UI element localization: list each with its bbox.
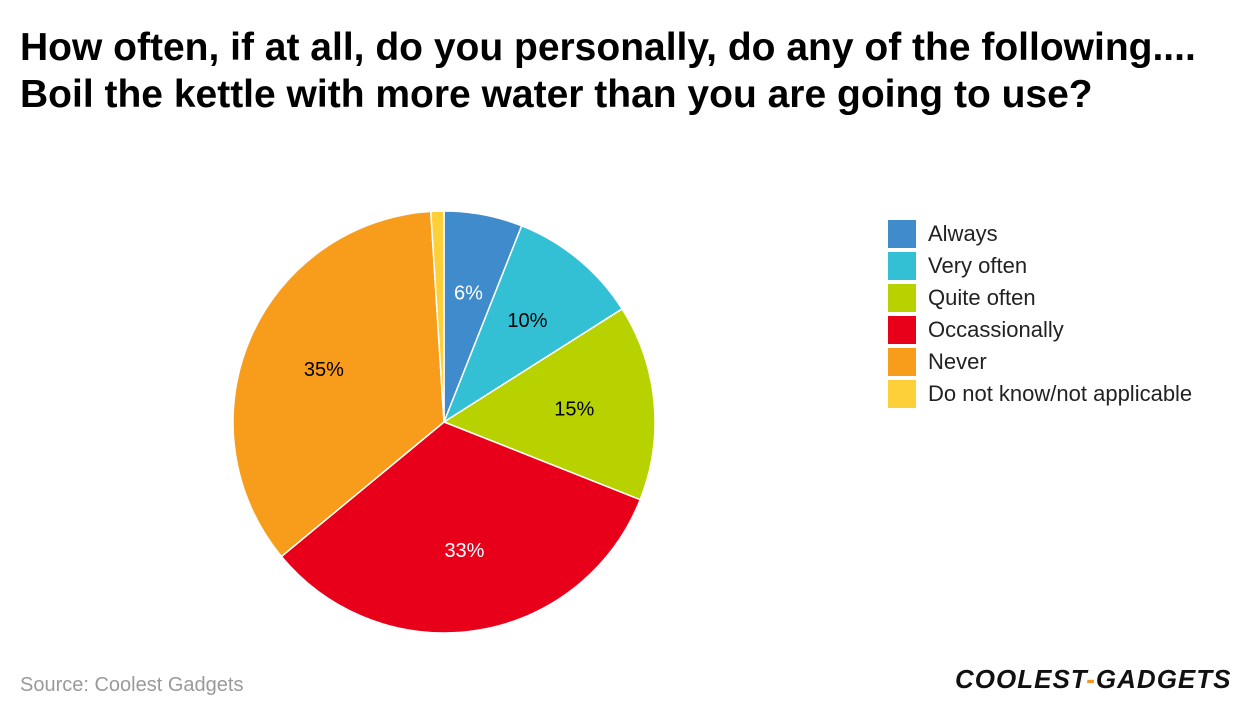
legend-swatch xyxy=(888,348,916,376)
pie-slice-occassionally xyxy=(280,421,642,634)
legend-item: Always xyxy=(888,218,1192,250)
legend-item: Very often xyxy=(888,250,1192,282)
legend-swatch xyxy=(888,220,916,248)
legend-swatch xyxy=(888,316,916,344)
legend-label: Quite often xyxy=(928,285,1036,310)
pie-slice-quite-often xyxy=(442,307,656,501)
logo-dash: - xyxy=(1086,664,1096,694)
chart-title: How often, if at all, do you personally,… xyxy=(20,26,1196,116)
legend-label: Occassionally xyxy=(928,317,1064,342)
legend-swatch xyxy=(888,284,916,312)
legend-item: Quite often xyxy=(888,282,1192,314)
legend: Always Very often Quite often Occassionally… xyxy=(888,218,1192,410)
slice-label: 15% xyxy=(554,399,594,421)
legend-label: Very often xyxy=(928,253,1028,278)
logo-text-left: COOLEST xyxy=(955,664,1087,694)
coolest-gadgets-logo: COOLEST-GADGETS xyxy=(955,664,1232,695)
slice-label: 33% xyxy=(444,540,484,562)
logo-text-right: GADGETS xyxy=(1095,664,1232,694)
legend-label: Always xyxy=(928,221,998,246)
legend-label: Never xyxy=(928,349,987,374)
source-note: Source: Coolest Gadgets xyxy=(20,674,244,696)
slice-label: 10% xyxy=(507,310,547,332)
pie-slice-very-often xyxy=(442,224,624,424)
pie-slice-do-not-know-not-applicable xyxy=(429,210,445,423)
legend-swatch xyxy=(888,252,916,280)
legend-label: Do not know/not applicable xyxy=(928,381,1193,406)
legend-swatch xyxy=(888,380,916,408)
slice-label: 35% xyxy=(304,359,344,381)
legend-item: Occassionally xyxy=(888,314,1192,346)
legend-item: Do not know/not applicable xyxy=(888,378,1192,410)
slice-label: 6% xyxy=(454,282,483,304)
legend-item: Never xyxy=(888,346,1192,378)
pie-slice-never xyxy=(232,210,445,558)
